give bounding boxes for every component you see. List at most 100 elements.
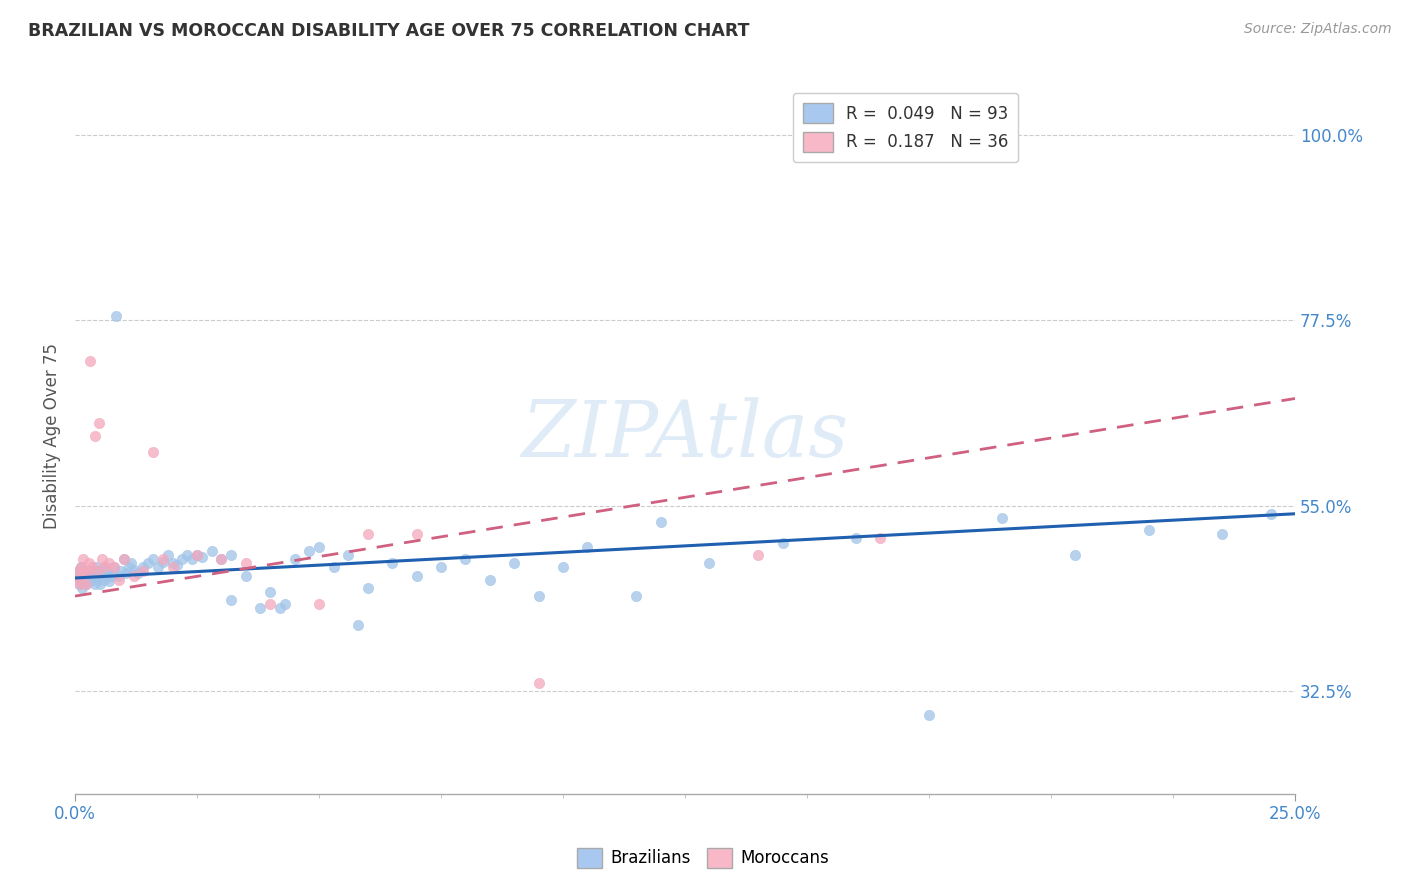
Point (97, 565, 120, 579)
Point (86, 573, 108, 587)
Point (80, 560, 103, 574)
Point (67, 565, 90, 579)
Point (381, 556, 404, 570)
Point (66, 568, 89, 582)
Point (551, 560, 574, 574)
Point (219, 593, 242, 607)
Point (186, 548, 208, 562)
Point (235, 568, 257, 582)
Point (69, 573, 91, 587)
Point (845, 532, 868, 546)
Point (67, 576, 90, 591)
Point (869, 532, 891, 546)
Legend: Brazilians, Moroccans: Brazilians, Moroccans (569, 841, 837, 875)
Point (103, 560, 125, 574)
Point (89, 576, 111, 591)
Point (132, 565, 155, 579)
Point (77, 565, 100, 579)
Point (142, 552, 165, 566)
Point (322, 560, 344, 574)
Point (1064, 548, 1087, 562)
Point (991, 511, 1014, 525)
Point (1260, 507, 1282, 521)
Point (80, 565, 103, 579)
Point (357, 581, 380, 595)
Point (72, 552, 94, 566)
Point (209, 552, 232, 566)
Point (110, 565, 132, 579)
Point (624, 589, 647, 603)
Point (308, 597, 330, 611)
Point (503, 556, 526, 570)
Point (172, 552, 194, 566)
Point (357, 527, 380, 541)
Point (83, 428, 105, 442)
Point (249, 601, 271, 615)
Point (98, 556, 121, 570)
Point (122, 568, 145, 582)
Point (1211, 527, 1233, 541)
Point (132, 560, 155, 574)
Point (79, 574, 101, 589)
Point (747, 548, 769, 562)
Point (527, 589, 550, 603)
Point (90, 552, 112, 566)
Point (118, 560, 141, 574)
Point (127, 566, 149, 580)
Point (162, 556, 184, 570)
Point (405, 568, 427, 582)
Point (136, 556, 159, 570)
Point (284, 552, 307, 566)
Point (91, 563, 114, 577)
Point (77, 573, 100, 587)
Point (73, 574, 96, 589)
Point (73, 565, 96, 579)
Point (75, 576, 97, 591)
Point (94, 560, 117, 574)
Point (89, 416, 111, 430)
Point (142, 445, 165, 459)
Point (176, 548, 198, 562)
Point (650, 515, 672, 529)
Point (156, 548, 179, 562)
Point (162, 560, 184, 574)
Point (77, 556, 100, 570)
Point (103, 560, 125, 574)
Point (478, 573, 501, 587)
Point (100, 568, 122, 582)
Point (96, 568, 118, 582)
Point (67, 565, 90, 579)
Point (93, 573, 115, 587)
Point (79, 568, 101, 582)
Point (76, 568, 98, 582)
Point (115, 566, 138, 580)
Point (72, 563, 94, 577)
Point (112, 552, 135, 566)
Point (83, 576, 105, 591)
Point (70, 581, 93, 595)
Point (430, 560, 453, 574)
Point (152, 555, 174, 569)
Point (108, 568, 131, 582)
Text: Source: ZipAtlas.com: Source: ZipAtlas.com (1244, 22, 1392, 37)
Point (79, 354, 101, 368)
Point (146, 560, 169, 574)
Point (90, 566, 112, 580)
Point (191, 549, 214, 564)
Point (112, 552, 135, 566)
Text: BRAZILIAN VS MOROCCAN DISABILITY AGE OVER 75 CORRELATION CHART: BRAZILIAN VS MOROCCAN DISABILITY AGE OVE… (28, 22, 749, 40)
Point (84, 560, 107, 574)
Point (69, 576, 91, 591)
Point (772, 535, 794, 549)
Point (82, 571, 104, 585)
Y-axis label: Disability Age Over 75: Disability Age Over 75 (44, 343, 60, 529)
Point (235, 556, 257, 570)
Point (259, 597, 281, 611)
Point (98, 574, 121, 589)
Legend: R =  0.049   N = 93, R =  0.187   N = 36: R = 0.049 N = 93, R = 0.187 N = 36 (793, 93, 1018, 162)
Point (699, 556, 721, 570)
Point (122, 563, 145, 577)
Point (105, 309, 128, 323)
Point (86, 565, 108, 579)
Point (347, 618, 370, 632)
